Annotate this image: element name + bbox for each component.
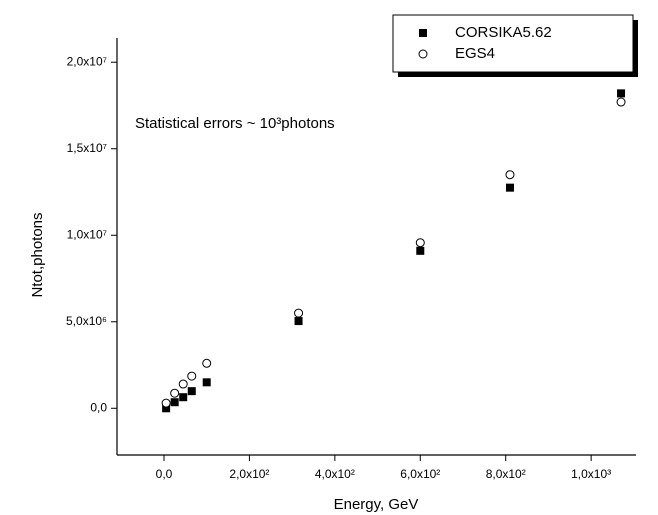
marker-circle <box>170 388 180 398</box>
marker-circle <box>294 308 304 318</box>
x-tick-label: 1,0x10³ <box>571 467 611 481</box>
x-tick-label: 8,0x10² <box>486 467 526 481</box>
marker-square <box>179 393 188 402</box>
marker-square <box>416 246 425 255</box>
marker-circle <box>616 97 626 107</box>
legend-label: EGS4 <box>455 45 495 62</box>
marker-circle <box>505 170 515 180</box>
x-tick-label: 4,0x10² <box>315 467 355 481</box>
legend <box>392 14 634 73</box>
marker-circle <box>178 379 188 389</box>
marker-square <box>162 404 171 413</box>
marker-square <box>170 398 179 407</box>
marker-circle <box>187 371 197 381</box>
marker-circle <box>161 398 171 408</box>
annotation: Statistical errors ~ 10³photons <box>135 115 335 132</box>
legend-label: CORSIKA5.62 <box>455 24 552 41</box>
legend-marker <box>418 49 428 59</box>
x-tick-label: 6,0x10² <box>400 467 440 481</box>
marker-square <box>187 387 196 396</box>
legend-marker <box>419 29 427 37</box>
x-tick-label: 2,0x10² <box>229 467 269 481</box>
x-tick-label: 0,0 <box>156 467 173 481</box>
marker-circle <box>415 238 425 248</box>
y-axis-label: Ntot,photons <box>29 212 46 297</box>
marker-square <box>294 317 303 326</box>
marker-circle <box>202 358 212 368</box>
y-tick-label: 5,0x10⁶ <box>66 314 107 328</box>
x-axis-label: Energy, GeV <box>334 496 419 513</box>
marker-square <box>617 89 626 98</box>
y-tick-label: 2,0x10⁷ <box>67 54 107 68</box>
marker-square <box>202 378 211 387</box>
y-tick-label: 0,0 <box>90 400 107 414</box>
y-tick-label: 1,0x10⁷ <box>67 227 107 241</box>
marker-square <box>505 183 514 192</box>
y-tick-label: 1,5x10⁷ <box>67 141 107 155</box>
